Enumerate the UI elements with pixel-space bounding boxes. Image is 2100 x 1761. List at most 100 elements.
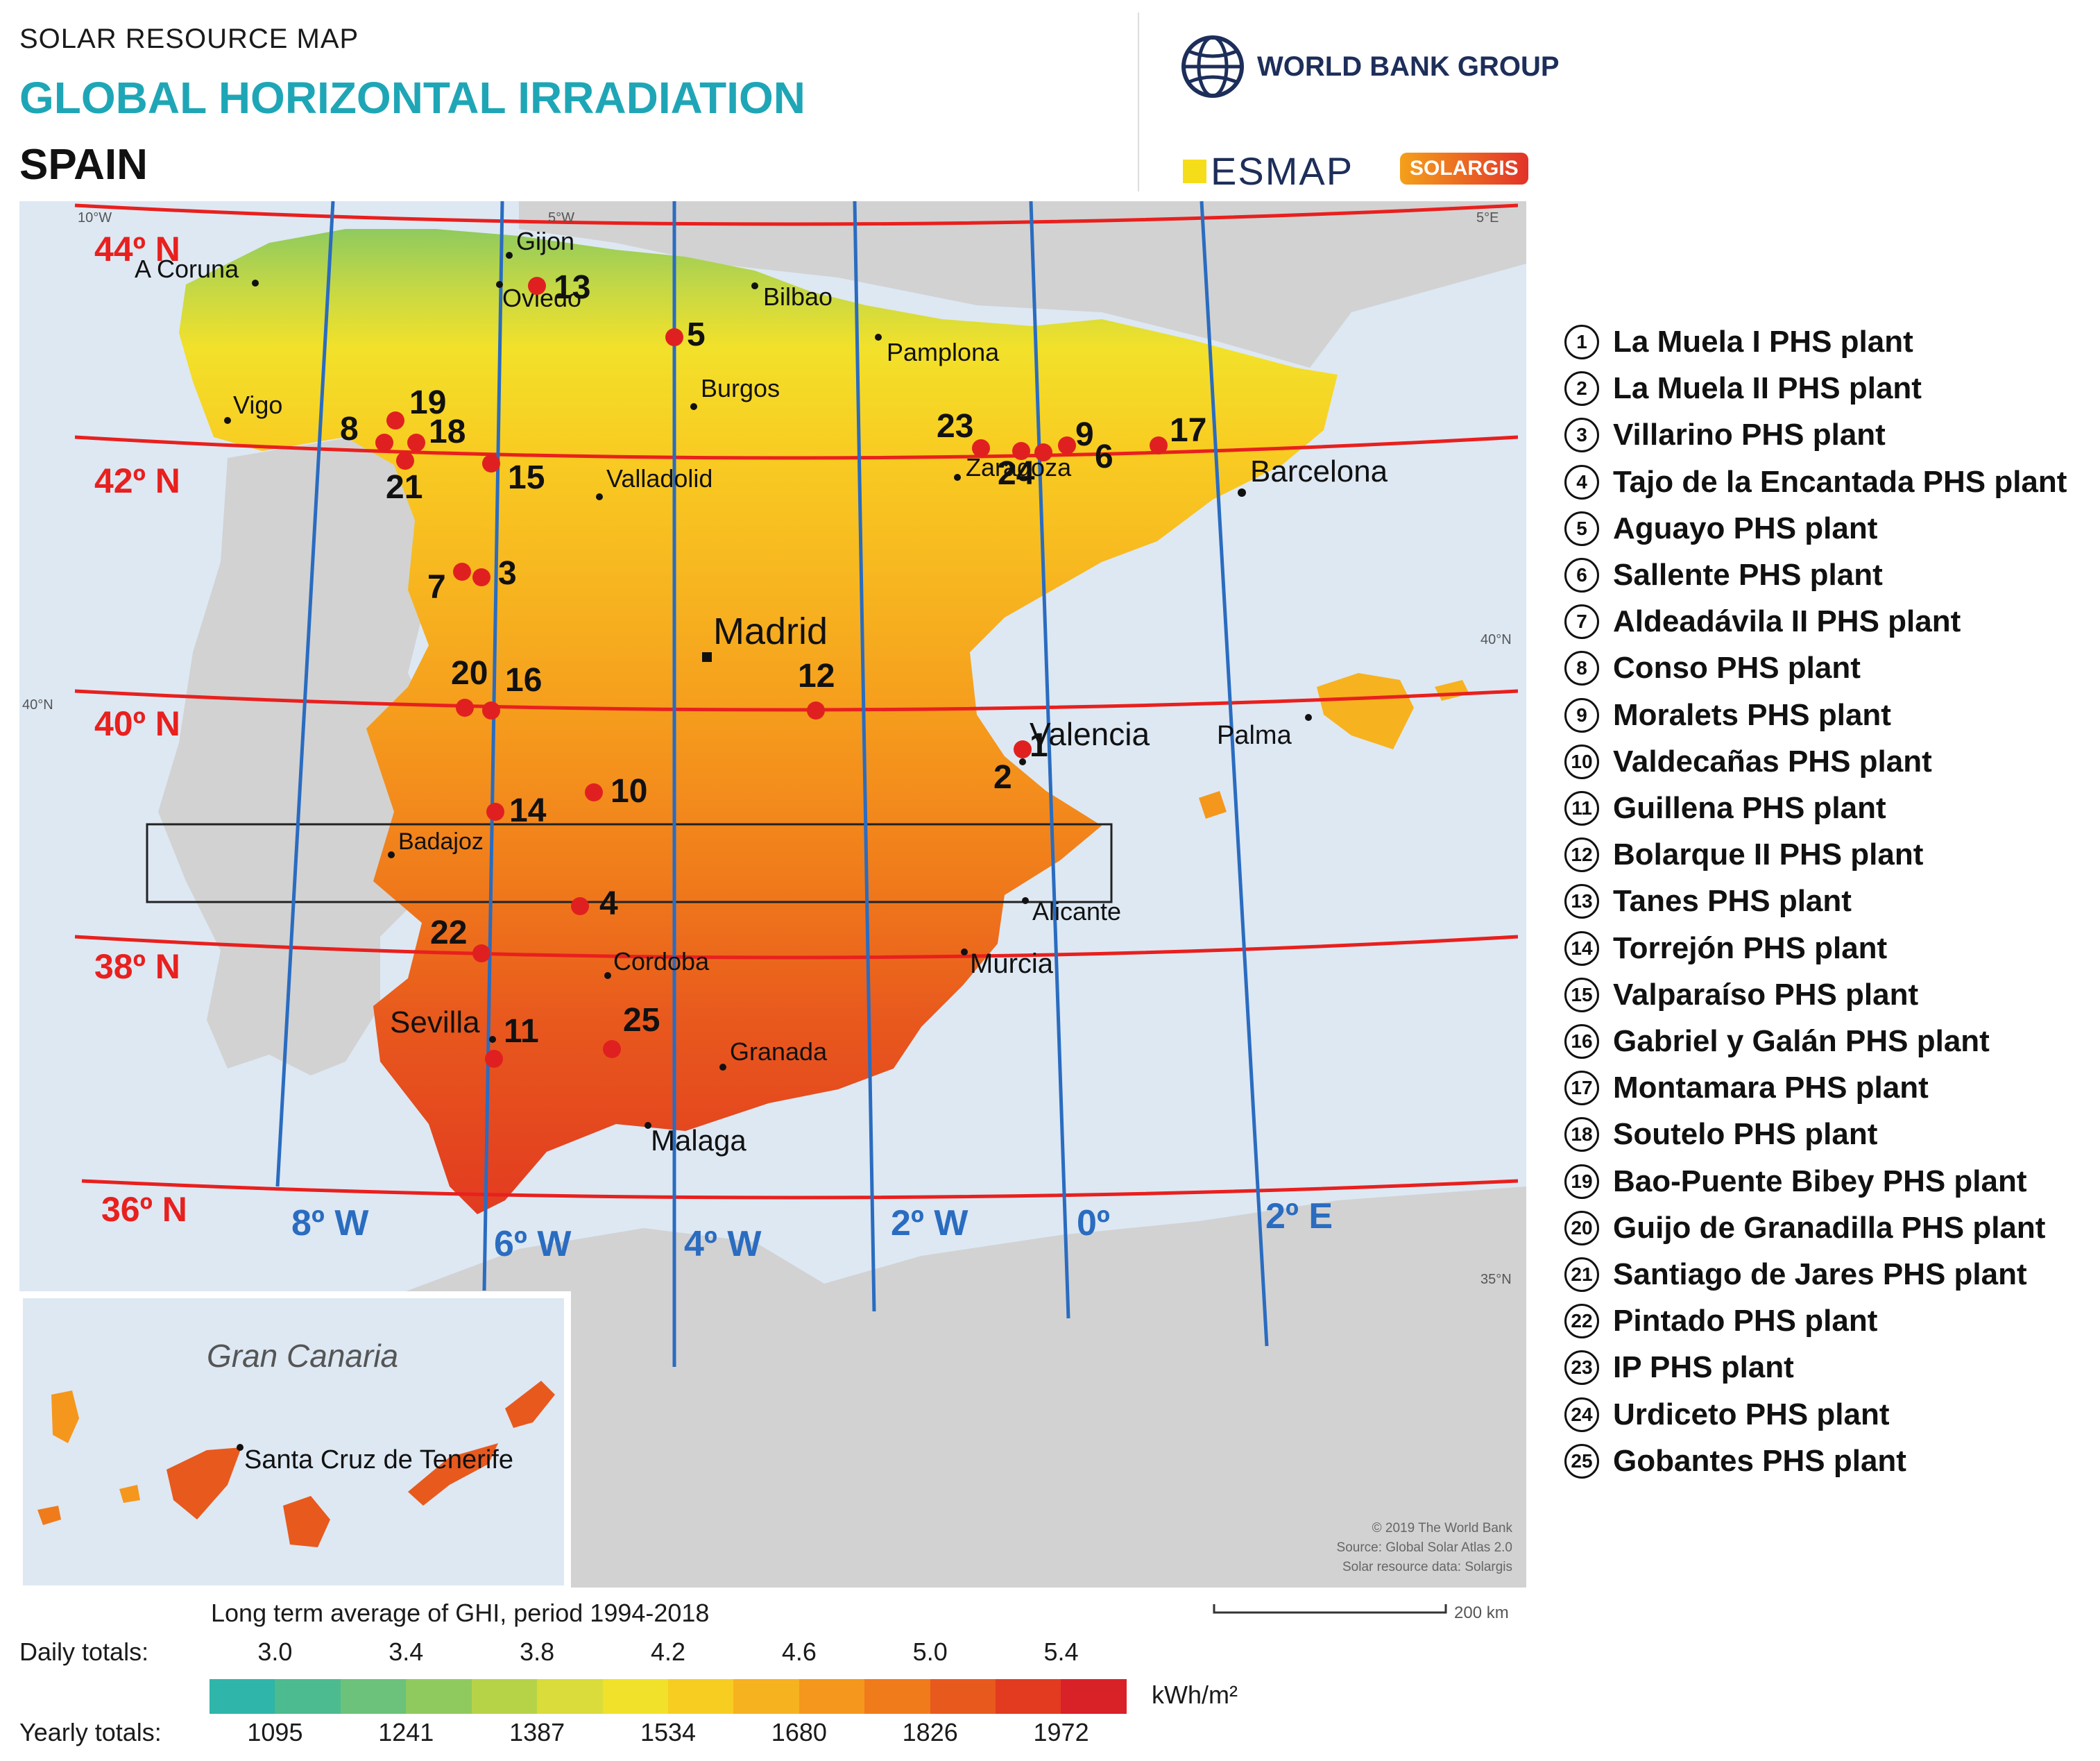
color-segment-2: [275, 1679, 341, 1714]
city-malaga: Malaga: [651, 1124, 746, 1157]
edge-label-5e: 5°E: [1476, 210, 1499, 226]
yearly-tick-5: 1680: [771, 1718, 827, 1746]
inset-city-label: Santa Cruz de Tenerife: [244, 1445, 513, 1474]
plant-label-18: 18: [429, 414, 466, 450]
legend-label: Moralets PHS plant: [1613, 697, 1891, 732]
scale-bar-label: 200 km: [1454, 1603, 1509, 1622]
legend-label: Gabriel y Galán PHS plant: [1613, 1024, 1990, 1058]
plant-label-1: 1: [1030, 727, 1048, 764]
color-segment-8: [667, 1679, 734, 1714]
plant-marker-22: [472, 944, 490, 962]
legend-number-badge: 9: [1564, 697, 1599, 733]
lon-line-0: [1029, 201, 1070, 1319]
legend-label: Conso PHS plant: [1613, 651, 1861, 686]
inset-title: Gran Canaria: [207, 1338, 398, 1374]
color-segment-7: [602, 1679, 668, 1714]
lon-label-2w: 2º W: [891, 1203, 968, 1243]
city-vigo: Vigo: [233, 391, 282, 419]
island-la-palma: [51, 1390, 79, 1443]
daily-tick-1: 3.0: [257, 1637, 293, 1666]
legend-item-20: 20 Guijo de Granadilla PHS plant: [1564, 1210, 2046, 1245]
plant-marker-8: [375, 434, 393, 452]
city-a-coruna: A Coruna: [135, 255, 239, 283]
copyright-line-3: Solar resource data: Solargis: [1342, 1560, 1512, 1574]
city-bilbao: Bilbao: [763, 282, 833, 311]
plant-marker-6: [1034, 443, 1052, 461]
city-pamplona: Pamplona: [887, 338, 1000, 366]
legend-label: Gobantes PHS plant: [1613, 1443, 1906, 1478]
yearly-tick-4: 1534: [640, 1718, 697, 1746]
lat-label-38: 38º N: [94, 947, 180, 986]
color-segment-4: [406, 1679, 472, 1714]
legend-item-7: 7 Aldeadávila II PHS plant: [1564, 604, 1961, 640]
lon-label-0: 0º: [1077, 1203, 1110, 1243]
daily-tick-2: 3.4: [389, 1637, 424, 1666]
lon-label-6w: 6º W: [494, 1224, 572, 1264]
legend-number-badge: 13: [1564, 884, 1599, 919]
plant-marker-21: [396, 452, 414, 470]
legend-number-badge: 12: [1564, 837, 1599, 873]
legend-item-22: 22 Pintado PHS plant: [1564, 1304, 1877, 1339]
color-segment-3: [340, 1679, 407, 1714]
legend-label: Torrejón PHS plant: [1613, 930, 1888, 965]
legend-number-badge: 15: [1564, 977, 1599, 1012]
plant-label-23: 23: [937, 408, 973, 445]
solargis-logo: SOLARGIS: [1400, 153, 1528, 185]
color-segment-11: [864, 1679, 930, 1714]
spain-landmass: [179, 229, 1338, 1214]
daily-totals-label: Daily totals:: [19, 1637, 149, 1666]
legend-item-9: 9 Moralets PHS plant: [1564, 697, 1891, 733]
city-badajoz: Badajoz: [398, 828, 484, 855]
edge-label-40n-left: 40°N: [22, 697, 53, 713]
edge-label-35n: 35°N: [1480, 1272, 1512, 1287]
color-segment-5: [471, 1679, 538, 1714]
legend-item-5: 5 Aguayo PHS plant: [1564, 511, 1877, 546]
city-barcelona: Barcelona: [1250, 454, 1388, 488]
plant-markers: [375, 277, 1168, 1068]
city-gijon: Gijon: [516, 227, 574, 255]
legend-item-10: 10 Valdecañas PHS plant: [1564, 744, 1932, 779]
legend-label: Soutelo PHS plant: [1613, 1117, 1878, 1152]
yearly-tick-3: 1387: [509, 1718, 565, 1746]
plant-label-22: 22: [430, 914, 467, 951]
plant-marker-9: [1058, 436, 1076, 454]
color-segment-14: [1061, 1679, 1127, 1714]
plant-label-24: 24: [998, 455, 1035, 492]
yearly-tick-7: 1972: [1033, 1718, 1089, 1746]
edge-label-5w: 5°W: [548, 210, 574, 226]
legend-item-6: 6 Sallente PHS plant: [1564, 558, 1883, 593]
legend-label: Montamara PHS plant: [1613, 1071, 1929, 1105]
daily-tick-labels: 3.0 3.4 3.8 4.2 4.6 5.0 5.4: [210, 1637, 1127, 1669]
scale-bar: 200 km: [1213, 1603, 1509, 1622]
esmap-logo: ESMAP: [1183, 148, 1354, 194]
plant-label-2: 2: [993, 759, 1012, 796]
island-fuerteventura: [408, 1443, 498, 1506]
island-la-gomera: [119, 1485, 140, 1503]
plant-label-17: 17: [1170, 412, 1206, 449]
plant-marker-19: [386, 411, 404, 429]
legend-item-4: 4 Tajo de la Encantada PHS plant: [1564, 464, 2067, 500]
city-markers: [224, 252, 1312, 1129]
legend-number-badge: 7: [1564, 604, 1599, 640]
daily-tick-6: 5.0: [912, 1637, 948, 1666]
country-name: SPAIN: [19, 141, 148, 189]
legend-number-badge: 24: [1564, 1397, 1599, 1432]
color-segment-13: [996, 1679, 1061, 1714]
island-gran-canaria: [283, 1496, 330, 1547]
copyright-line-2: Source: Global Solar Atlas 2.0: [1337, 1540, 1512, 1555]
yearly-tick-labels: 1095 1241 1387 1534 1680 1826 1972: [210, 1718, 1127, 1750]
daily-tick-4: 4.2: [650, 1637, 686, 1666]
plant-marker-25: [603, 1040, 621, 1058]
legend-label: Bolarque II PHS plant: [1613, 837, 1924, 872]
color-segment-12: [930, 1679, 996, 1714]
island-lanzarote: [505, 1381, 555, 1428]
plant-label-4: 4: [599, 885, 618, 922]
color-segment-9: [733, 1679, 799, 1714]
plant-marker-12: [807, 701, 825, 720]
city-valladolid: Valladolid: [606, 464, 712, 493]
legend-number-badge: 6: [1564, 558, 1599, 593]
legend-label: Guijo de Granadilla PHS plant: [1613, 1210, 2046, 1245]
legend-label: La Muela I PHS plant: [1613, 325, 1913, 359]
daily-tick-3: 3.8: [520, 1637, 555, 1666]
plant-label-11: 11: [504, 1013, 539, 1050]
